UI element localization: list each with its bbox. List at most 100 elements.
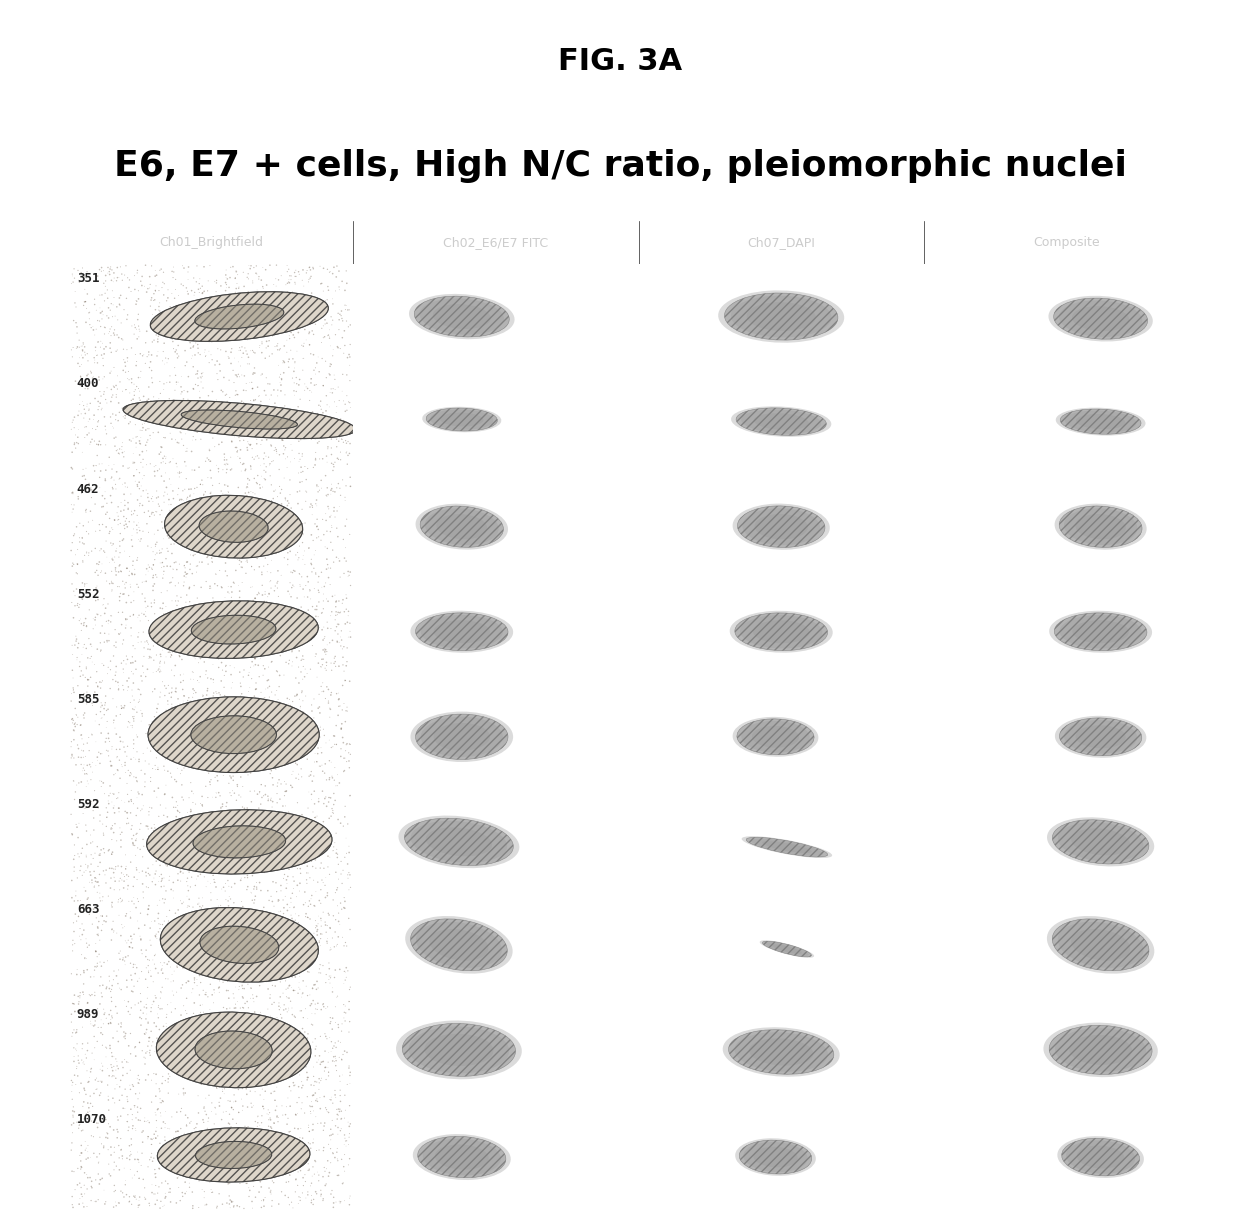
Point — [314, 1120, 334, 1140]
Point — [64, 683, 84, 702]
Point — [216, 946, 236, 965]
Point — [340, 672, 360, 691]
Point — [273, 984, 293, 1003]
Point — [114, 916, 134, 936]
Point — [249, 534, 269, 554]
Point — [114, 300, 134, 319]
Point — [296, 1057, 316, 1077]
Point — [334, 529, 353, 549]
Point — [286, 1057, 306, 1077]
Point — [118, 876, 138, 895]
Point — [63, 526, 83, 545]
Point — [259, 585, 279, 604]
Point — [134, 414, 154, 433]
Point — [63, 711, 83, 731]
Point — [63, 721, 83, 740]
Point — [279, 259, 299, 279]
Point — [330, 696, 350, 716]
Point — [153, 1136, 172, 1156]
Point — [280, 470, 300, 490]
Point — [129, 1196, 149, 1216]
Point — [229, 785, 249, 804]
Point — [159, 923, 179, 943]
Point — [229, 1197, 249, 1217]
Point — [102, 756, 122, 776]
Point — [264, 941, 284, 960]
Point — [123, 938, 143, 958]
Point — [69, 847, 89, 867]
Point — [140, 1043, 160, 1062]
Point — [218, 346, 238, 366]
Point — [268, 571, 288, 591]
Point — [91, 702, 110, 722]
Point — [255, 725, 275, 744]
Point — [289, 598, 309, 618]
Point — [113, 474, 133, 494]
Point — [175, 631, 195, 651]
Point — [279, 494, 299, 513]
Point — [339, 863, 358, 883]
Point — [177, 1003, 197, 1023]
Point — [264, 481, 284, 501]
Point — [291, 917, 311, 937]
Point — [236, 1007, 255, 1027]
Point — [241, 966, 260, 986]
Point — [129, 623, 149, 642]
Point — [208, 810, 228, 830]
Point — [188, 376, 208, 395]
Point — [335, 420, 355, 440]
Point — [91, 632, 110, 652]
Point — [89, 468, 109, 488]
Point — [112, 871, 131, 890]
Point — [257, 733, 277, 753]
Point — [304, 1057, 324, 1077]
Point — [69, 273, 89, 292]
Point — [337, 1074, 357, 1094]
Point — [140, 866, 160, 885]
Point — [191, 1074, 211, 1094]
Point — [77, 1179, 97, 1199]
Point — [86, 844, 105, 863]
Point — [257, 858, 277, 878]
Point — [285, 1076, 305, 1095]
Point — [100, 533, 120, 553]
Point — [202, 808, 222, 828]
Point — [87, 958, 107, 977]
Point — [288, 1104, 308, 1124]
Point — [62, 264, 82, 284]
Point — [247, 585, 267, 604]
Ellipse shape — [737, 408, 826, 436]
Point — [219, 1114, 239, 1133]
Point — [166, 682, 186, 701]
Point — [161, 661, 181, 680]
Point — [154, 839, 174, 858]
Point — [267, 1008, 286, 1028]
Point — [304, 1195, 324, 1214]
Point — [177, 803, 197, 823]
Ellipse shape — [418, 1136, 506, 1178]
Point — [196, 1125, 216, 1144]
Point — [320, 262, 340, 281]
Point — [125, 1165, 145, 1185]
Point — [114, 1022, 134, 1041]
Point — [73, 666, 93, 685]
Point — [321, 685, 341, 705]
Point — [99, 728, 119, 748]
Point — [274, 626, 294, 646]
Point — [283, 282, 303, 302]
Point — [89, 454, 109, 474]
Point — [153, 317, 172, 336]
Point — [293, 728, 312, 748]
Point — [161, 572, 181, 592]
Point — [170, 1130, 190, 1149]
Point — [191, 430, 211, 449]
Point — [112, 837, 131, 857]
Point — [280, 1165, 300, 1185]
Point — [110, 926, 130, 946]
Point — [63, 678, 83, 698]
Point — [78, 774, 98, 793]
Ellipse shape — [729, 610, 833, 653]
Point — [303, 857, 322, 877]
Point — [145, 1159, 165, 1179]
Point — [113, 382, 133, 402]
